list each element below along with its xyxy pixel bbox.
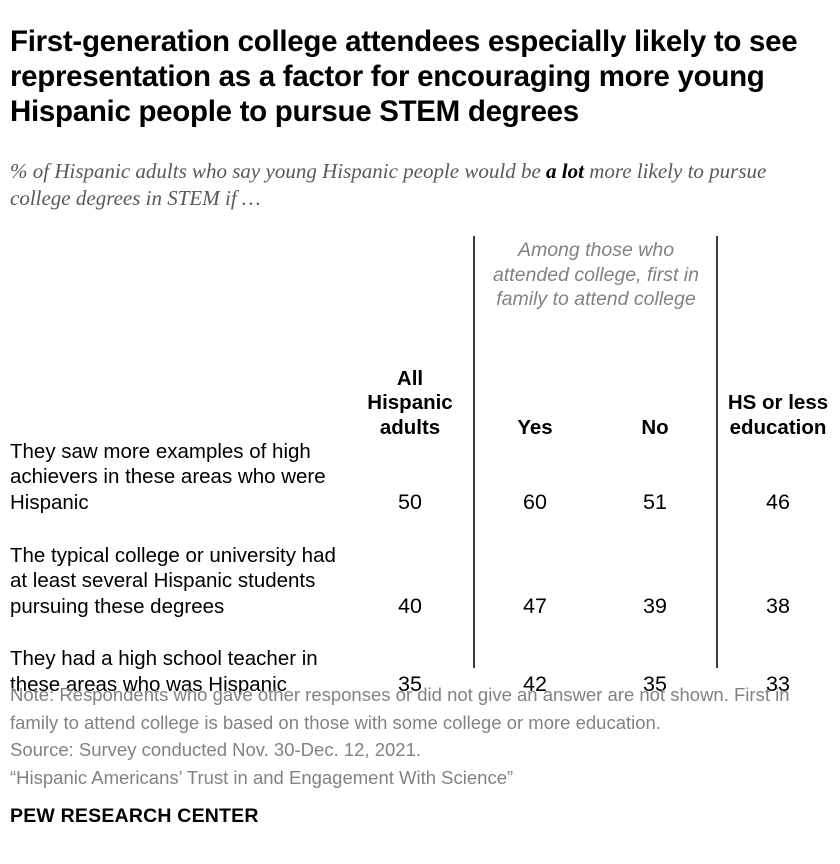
table-cell: 35 xyxy=(398,671,422,696)
table-row: The typical college or university had at… xyxy=(0,515,840,619)
column-header-yes: Yes xyxy=(517,415,553,439)
table-cell: 47 xyxy=(523,593,547,618)
table-cell: 33 xyxy=(766,671,790,696)
row-label: They had a high school teacher in these … xyxy=(10,647,318,696)
row-label: They saw more examples of high achievers… xyxy=(10,439,326,514)
source-text: Source: Survey conducted Nov. 30-Dec. 12… xyxy=(10,739,422,760)
table-cell: 42 xyxy=(523,671,547,696)
table-row: They had a high school teacher in these … xyxy=(0,619,840,697)
subtitle-text-before: % of Hispanic adults who say young Hispa… xyxy=(10,159,547,183)
column-header-hs-or-less-education: HS or less education xyxy=(727,391,829,439)
column-header-no: No xyxy=(641,415,669,439)
page-title: First-generation college attendees espec… xyxy=(10,25,798,128)
table-cell: 35 xyxy=(643,671,667,696)
chart-subtitle: % of Hispanic adults who say young Hispa… xyxy=(10,158,825,212)
table-row: They saw more examples of high achievers… xyxy=(0,418,840,515)
table-cell: 39 xyxy=(643,593,667,618)
column-group-header: Among those who attended college, first … xyxy=(493,239,699,310)
table-header-row: All Hispanic adults Yes No HS or less ed… xyxy=(0,360,840,440)
column-header-all-hispanic-adults: All Hispanic adults xyxy=(367,366,453,439)
column-divider-right xyxy=(716,236,718,668)
table-cell: 38 xyxy=(766,593,790,618)
table-cell: 60 xyxy=(523,489,547,514)
table-cell: 40 xyxy=(398,593,422,618)
report-title-text: “Hispanic Americans’ Trust in and Engage… xyxy=(10,766,514,788)
pew-research-center-footer: PEW RESEARCH CENTER xyxy=(10,805,259,827)
column-divider-left xyxy=(473,236,475,668)
table-cell: 50 xyxy=(398,489,422,514)
row-label: The typical college or university had at… xyxy=(10,543,336,618)
subtitle-emphasis: a lot xyxy=(546,159,584,183)
note-text: Note: Respondents who gave other respons… xyxy=(10,684,790,733)
chart-notes: Note: Respondents who gave other respons… xyxy=(10,681,836,791)
table-cell: 46 xyxy=(766,489,790,514)
table-cell: 51 xyxy=(643,489,667,514)
subtitle-text-after: more likely to pursue college degrees in… xyxy=(10,159,767,210)
table-body: They saw more examples of high achievers… xyxy=(0,418,840,697)
